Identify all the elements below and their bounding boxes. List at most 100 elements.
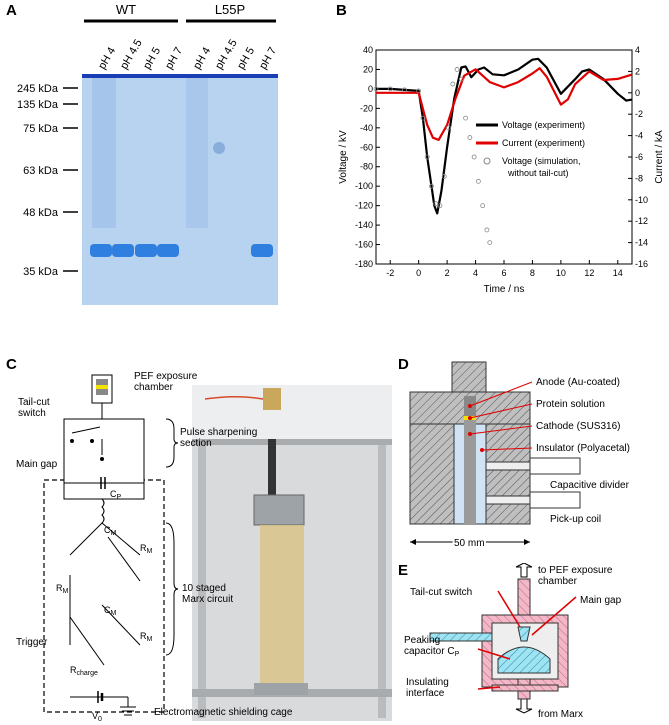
- cm-label-1: CM: [104, 525, 117, 537]
- lane-label: pH 5: [141, 45, 163, 71]
- chamber-electrode-bottom: [96, 389, 108, 395]
- simulation-point: [454, 67, 460, 72]
- leader-tailcut: [497, 590, 521, 628]
- current-line: [376, 67, 633, 141]
- x-tick-label: -2: [386, 268, 394, 278]
- simulation-point: [467, 135, 473, 140]
- peaking-label-2: capacitor CP: [404, 646, 460, 658]
- circuit-figure: CP CM RM RM CM RM Rcharge V0 PEF exposur…: [16, 371, 392, 723]
- simulation-point: [450, 81, 456, 87]
- pulse-label-1: Pulse sharpening: [180, 427, 257, 438]
- photo-frame-top: [192, 439, 392, 445]
- pef-chamber-photo: [263, 388, 281, 410]
- y2-tick-label: 0: [635, 88, 640, 98]
- x-tick-label: 4: [473, 268, 478, 278]
- leader-anode: [469, 381, 533, 407]
- switch-cross-section: to PEF exposure chamber Tail-cut switch …: [404, 563, 622, 720]
- insulating-label-2: interface: [406, 688, 445, 699]
- x-tick-label: 10: [556, 268, 566, 278]
- marx-stage-1c: [107, 536, 141, 582]
- gap-node-1: [70, 439, 74, 443]
- simulation-point: [429, 183, 434, 189]
- lane-label: pH 7: [163, 45, 185, 71]
- simulation-point: [463, 115, 469, 121]
- protein-label: Protein solution: [536, 399, 605, 410]
- marx-stage-1b: [69, 522, 103, 556]
- output-conductor: [517, 578, 531, 620]
- simulation-point: [441, 174, 447, 179]
- lane-label: pH 5: [235, 45, 257, 71]
- simulation-point: [471, 154, 477, 160]
- sharpener-photo: [253, 494, 305, 526]
- brace-marx: [165, 522, 179, 656]
- marx-column-photo: [260, 525, 304, 685]
- simulation-point: [387, 86, 393, 92]
- leader-protein: [469, 403, 533, 419]
- marx-base-photo: [254, 683, 308, 695]
- cathode-label: Cathode (SUS316): [536, 421, 621, 432]
- protein-band: [90, 244, 112, 257]
- gap-electrode: [517, 626, 531, 642]
- y-tick-label: -100: [355, 181, 373, 191]
- marx-stage-2c: [69, 616, 105, 666]
- y-tick-label: 40: [363, 45, 373, 55]
- panel-label-b: B: [336, 2, 347, 19]
- simulation-point: [433, 201, 439, 207]
- simulation-point: [373, 86, 379, 92]
- cp-label: CP: [110, 489, 122, 501]
- protein-band: [112, 244, 134, 257]
- arrow-from-marx: [515, 698, 533, 714]
- tailcut-label-1: Tail-cut: [18, 397, 50, 408]
- marker-label: 63 kDa: [23, 165, 59, 177]
- body-right: [485, 423, 531, 525]
- chamber-cross-section: Anode (Au-coated) Protein solution Catho…: [409, 361, 630, 551]
- cable-photo: [204, 395, 264, 400]
- protein-band: [135, 244, 157, 257]
- gel-spot: [213, 142, 225, 154]
- gap-node-2: [90, 439, 94, 443]
- y2-tick-label: -2: [635, 109, 643, 119]
- y2-tick-label: -14: [635, 238, 648, 248]
- group-label-l55p: L55P: [215, 2, 245, 17]
- pef-label-1: PEF exposure: [134, 371, 198, 382]
- tailcut-rod: [429, 632, 493, 642]
- marx-label-1: 10 staged: [182, 583, 226, 594]
- cathode: [464, 420, 476, 524]
- x-tick-label: 6: [501, 268, 506, 278]
- to-pef-label-1: to PEF exposure: [538, 565, 613, 576]
- rm-label-1: RM: [140, 543, 153, 555]
- y-tick-label: -120: [355, 201, 373, 211]
- y2-tick-label: -6: [635, 152, 643, 162]
- from-marx-label: from Marx: [538, 709, 583, 720]
- y2-axis-label: Current / kA: [654, 130, 665, 184]
- simulation-point: [446, 125, 451, 131]
- y-tick-label: -160: [355, 240, 373, 250]
- simulation-point: [475, 178, 481, 184]
- pulse-waveform-chart: -2 0 2 4 6 8 10 12 1440200-20-40-60-80-100-120-1…: [338, 45, 665, 295]
- pickup-probe: [485, 495, 531, 505]
- simulation-point: [402, 87, 407, 93]
- cm-label-2: CM: [104, 605, 117, 617]
- marx-stage-2b: [101, 604, 141, 646]
- simulation-point: [487, 240, 493, 246]
- brace-pulse: [165, 418, 179, 468]
- inductor: [101, 498, 105, 524]
- x-axis-label: Time / ns: [484, 284, 525, 295]
- insulator-label: Insulator (Polyacetal): [536, 443, 630, 454]
- protein-band: [157, 244, 179, 257]
- tailcut-label-2: switch: [18, 408, 46, 419]
- photo-frame-left: [198, 443, 206, 718]
- panel-label-e: E: [398, 562, 409, 579]
- voltage-line: [376, 57, 633, 215]
- y2-tick-label: 4: [635, 45, 640, 55]
- shield-label: Electromagnetic shielding cage: [154, 707, 293, 718]
- rcharge-label: Rcharge: [70, 665, 98, 677]
- x-tick-label: 12: [584, 268, 594, 278]
- leader-insulating: [477, 686, 501, 690]
- capdiv-probe: [485, 461, 531, 471]
- lane-label: pH 4: [191, 45, 213, 71]
- simulation-point: [458, 76, 464, 82]
- to-pef-label-2: chamber: [538, 576, 578, 587]
- tailcut-label: Tail-cut switch: [410, 587, 472, 598]
- simulation-point: [480, 203, 486, 209]
